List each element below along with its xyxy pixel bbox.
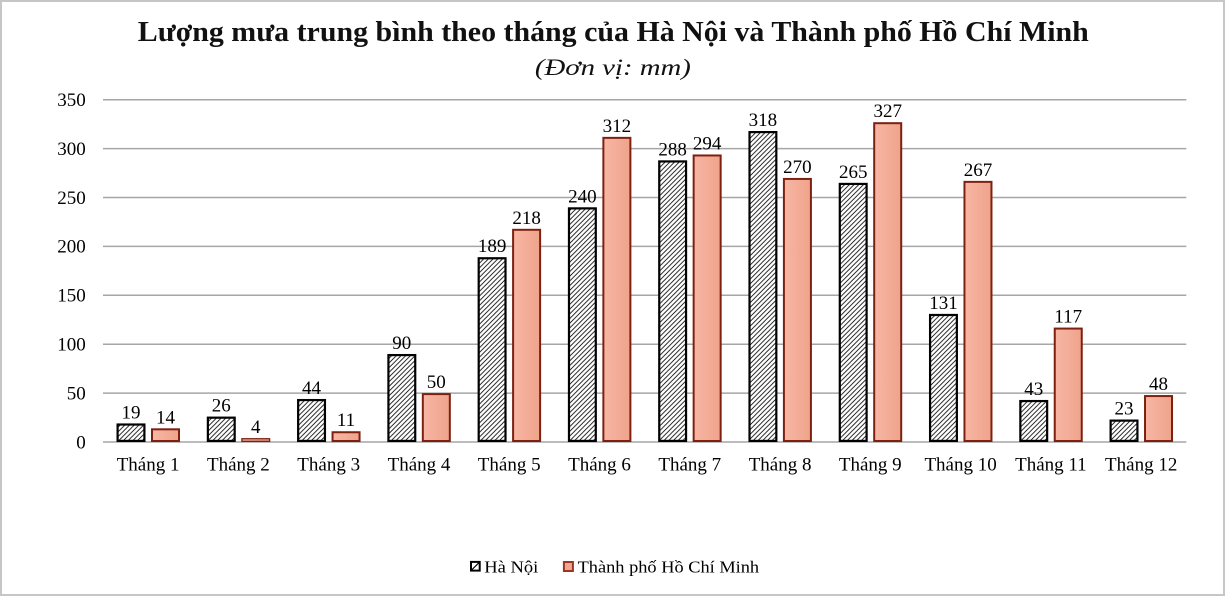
svg-text:90: 90	[392, 333, 411, 354]
svg-text:117: 117	[1054, 307, 1082, 328]
svg-text:11: 11	[337, 410, 355, 431]
svg-text:Hà Nội: Hà Nội	[484, 558, 538, 577]
svg-text:288: 288	[658, 139, 687, 160]
svg-text:Tháng 9: Tháng 9	[839, 455, 902, 476]
svg-text:Tháng 3: Tháng 3	[297, 455, 360, 476]
svg-text:350: 350	[57, 90, 86, 111]
svg-text:294: 294	[693, 134, 722, 155]
svg-text:Tháng 1: Tháng 1	[117, 455, 180, 476]
svg-text:Tháng 4: Tháng 4	[388, 455, 451, 476]
svg-text:Tháng 12: Tháng 12	[1105, 455, 1177, 476]
svg-text:48: 48	[1149, 374, 1168, 395]
svg-text:43: 43	[1024, 379, 1043, 400]
svg-text:Tháng 7: Tháng 7	[658, 455, 721, 476]
svg-text:Lượng mưa trung bình theo thán: Lượng mưa trung bình theo tháng của Hà N…	[138, 17, 1089, 48]
svg-text:Tháng 10: Tháng 10	[924, 455, 996, 476]
svg-text:19: 19	[122, 402, 141, 423]
svg-text:14: 14	[156, 407, 176, 428]
svg-text:100: 100	[57, 335, 86, 356]
svg-text:Thành phố Hồ Chí Minh: Thành phố Hồ Chí Minh	[578, 558, 760, 577]
svg-text:318: 318	[749, 110, 778, 131]
svg-text:50: 50	[67, 383, 86, 404]
svg-text:4: 4	[251, 417, 261, 438]
svg-text:189: 189	[478, 236, 507, 257]
svg-text:300: 300	[57, 139, 86, 160]
svg-text:44: 44	[302, 378, 322, 399]
svg-text:240: 240	[568, 186, 597, 207]
svg-text:250: 250	[57, 188, 86, 209]
svg-text:267: 267	[964, 160, 993, 181]
svg-text:0: 0	[76, 432, 86, 453]
svg-text:Tháng 5: Tháng 5	[478, 455, 541, 476]
svg-text:Tháng 2: Tháng 2	[207, 455, 270, 476]
svg-text:26: 26	[212, 396, 231, 417]
svg-text:(Đơn vị: mm): (Đơn vị: mm)	[535, 55, 691, 81]
svg-text:23: 23	[1115, 399, 1134, 420]
svg-text:Tháng 6: Tháng 6	[568, 455, 631, 476]
svg-text:327: 327	[873, 101, 902, 122]
svg-text:Tháng 8: Tháng 8	[749, 455, 812, 476]
svg-text:265: 265	[839, 162, 868, 183]
svg-text:131: 131	[929, 293, 958, 314]
svg-text:150: 150	[57, 286, 86, 307]
svg-text:200: 200	[57, 237, 86, 258]
svg-text:312: 312	[603, 116, 632, 137]
svg-text:50: 50	[427, 372, 446, 393]
svg-text:Tháng 11: Tháng 11	[1015, 455, 1087, 476]
svg-text:218: 218	[512, 208, 541, 229]
svg-text:270: 270	[783, 157, 812, 178]
